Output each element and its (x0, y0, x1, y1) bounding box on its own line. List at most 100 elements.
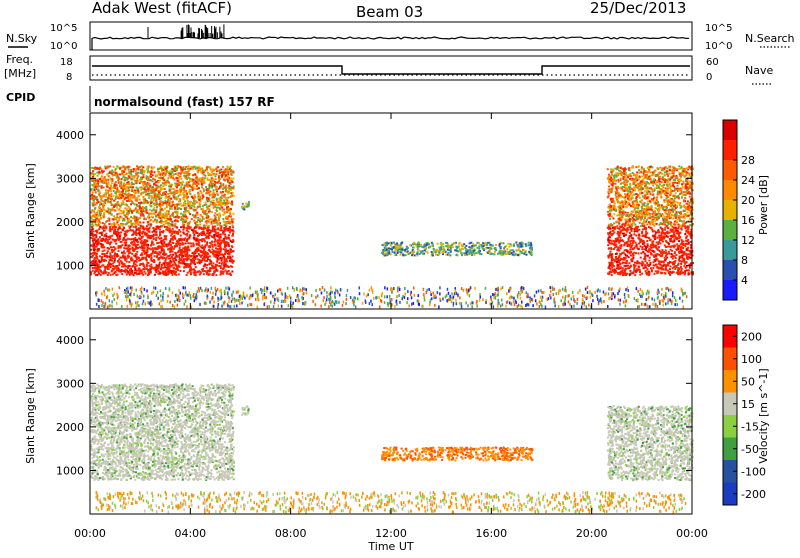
range-gate-cell (142, 236, 144, 238)
range-gate-cell (193, 261, 195, 263)
range-gate-cell (130, 216, 132, 218)
range-gate-cell (216, 186, 218, 188)
range-gate-cell (150, 268, 152, 270)
range-gate-cell (166, 216, 168, 218)
range-gate-cell (409, 244, 411, 246)
range-gate-cell (140, 241, 142, 243)
range-gate-cell (116, 187, 118, 189)
range-gate-cell (165, 184, 167, 186)
range-gate-cell (471, 252, 473, 254)
range-gate-cell (199, 196, 201, 198)
range-gate-cell (217, 166, 219, 168)
range-gate-cell (102, 273, 104, 275)
range-gate-cell (115, 243, 117, 245)
range-gate-cell (103, 187, 105, 189)
range-gate-cell (102, 259, 104, 261)
range-gate-cell (125, 239, 127, 241)
range-gate-cell (132, 171, 134, 173)
range-gate-cell (159, 272, 161, 274)
range-gate-cell (397, 250, 399, 252)
range-gate-cell (97, 221, 99, 223)
range-gate-cell (175, 216, 177, 218)
range-gate-cell (147, 194, 149, 196)
range-gate-cell (96, 258, 98, 260)
range-gate-cell (174, 258, 176, 260)
range-gate-cell (128, 265, 130, 267)
range-gate-cell (127, 267, 129, 269)
range-gate-cell (151, 242, 153, 244)
range-gate-cell (201, 183, 203, 185)
range-gate-cell (142, 225, 144, 227)
range-gate-cell (96, 268, 98, 270)
range-gate-cell (169, 228, 171, 230)
range-gate-cell (216, 222, 218, 224)
range-gate-cell (161, 231, 163, 233)
range-gate-cell (513, 251, 515, 253)
range-gate-cell (172, 254, 174, 256)
range-gate-cell (125, 248, 127, 250)
range-gate-cell (128, 218, 130, 220)
range-gate-cell (198, 250, 200, 252)
range-gate-cell (131, 270, 133, 272)
range-gate-cell (192, 184, 194, 186)
range-gate-cell (144, 244, 146, 246)
range-gate-cell (102, 250, 104, 252)
range-gate-cell (156, 175, 158, 177)
range-gate-cell (185, 190, 187, 192)
range-gate-cell (200, 181, 202, 183)
range-gate-cell (222, 210, 224, 212)
range-gate-cell (175, 252, 177, 254)
range-gate-cell (121, 217, 123, 219)
range-gate-cell (146, 168, 148, 170)
range-gate-cell (523, 249, 525, 251)
range-gate-cell (664, 174, 666, 176)
range-gate-cell (200, 171, 202, 173)
range-gate-cell (107, 247, 109, 249)
range-gate-cell (437, 243, 439, 245)
range-gate-cell (179, 198, 181, 200)
range-gate-cell (140, 215, 142, 217)
range-gate-cell (228, 171, 230, 173)
range-gate-cell (204, 270, 206, 272)
range-gate-cell (230, 169, 232, 171)
range-gate-cell (130, 229, 132, 231)
range-gate-cell (155, 269, 157, 271)
range-gate-cell (231, 180, 233, 182)
range-gate-cell (110, 274, 112, 276)
range-gate-cell (217, 220, 219, 222)
range-gate-cell (171, 233, 173, 235)
range-gate-cell (96, 232, 98, 234)
range-gate-cell (99, 269, 101, 271)
range-gate-cell (148, 256, 150, 258)
range-gate-cell (118, 178, 120, 180)
range-gate-cell (191, 205, 193, 207)
range-gate-cell (192, 174, 194, 176)
range-gate-cell (424, 249, 426, 251)
range-gate-cell (172, 204, 174, 206)
range-gate-cell (445, 245, 447, 247)
range-gate-cell (183, 260, 185, 262)
range-gate-cell (183, 266, 185, 268)
range-gate-cell (212, 262, 214, 264)
range-gate-cell (420, 244, 422, 246)
range-gate-cell (520, 246, 522, 248)
range-gate-cell (144, 247, 146, 249)
range-gate-cell (613, 213, 615, 215)
range-gate-cell (201, 198, 203, 200)
range-gate-cell (109, 165, 111, 167)
range-gate-cell (222, 166, 224, 168)
range-gate-cell (128, 186, 130, 188)
range-gate-cell (118, 217, 120, 219)
range-gate-cell (530, 253, 532, 255)
range-gate-cell (178, 201, 180, 203)
range-gate-cell (139, 199, 141, 201)
range-gate-cell (143, 202, 145, 204)
range-gate-cell (158, 264, 160, 266)
range-gate-cell (215, 168, 217, 170)
range-gate-cell (171, 208, 173, 210)
range-gate-cell (172, 175, 174, 177)
range-gate-cell (155, 188, 157, 190)
range-gate-cell (667, 190, 669, 192)
range-gate-cell (91, 229, 93, 231)
range-gate-cell (122, 190, 124, 192)
